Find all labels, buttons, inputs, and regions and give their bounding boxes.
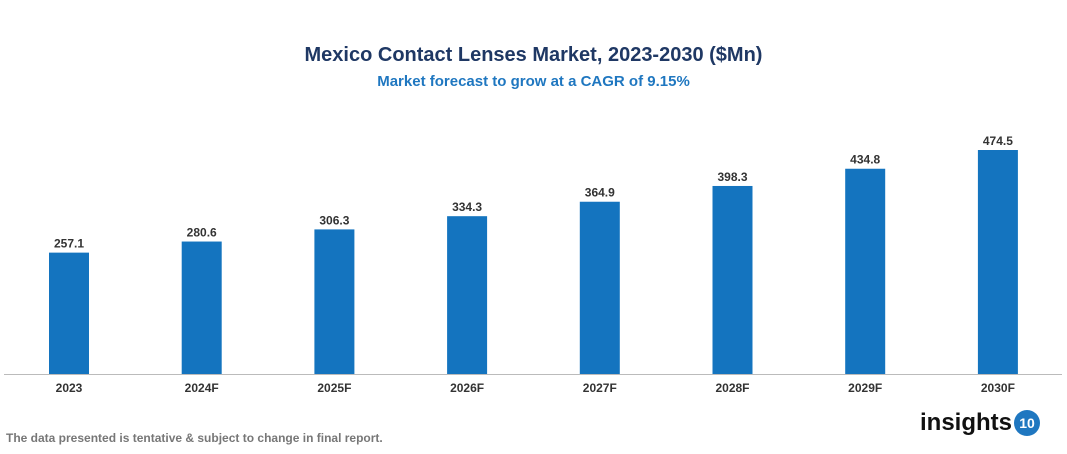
data-label: 474.5 [983, 134, 1013, 148]
disclaimer: The data presented is tentative & subjec… [6, 431, 383, 445]
x-tick-label: 2027F [583, 381, 617, 395]
bar-2028F [712, 185, 753, 374]
x-tick-label: 2023 [56, 381, 83, 395]
bar-2027F [579, 201, 620, 374]
x-tick-label: 2024F [185, 381, 219, 395]
data-label: 257.1 [54, 237, 84, 251]
bar-2025F [314, 229, 355, 374]
data-label: 434.8 [850, 153, 880, 167]
x-tick-label: 2025F [317, 381, 351, 395]
chart-subtitle: Market forecast to grow at a CAGR of 9.1… [377, 73, 690, 90]
bar-2029F [845, 168, 886, 374]
logo-badge: 10 [1014, 410, 1041, 436]
x-tick-label: 2030F [981, 381, 1015, 395]
insights10-logo: insights 10 [920, 409, 1041, 437]
x-tick-label: 2028F [715, 381, 749, 395]
data-label: 334.3 [452, 200, 482, 214]
logo-text: insights [920, 409, 1013, 436]
bar-2030F [977, 150, 1018, 374]
data-label: 364.9 [585, 186, 615, 200]
bar-2024F [181, 241, 222, 374]
data-label: 306.3 [319, 213, 349, 227]
data-label: 280.6 [187, 226, 217, 240]
chart-title: Mexico Contact Lenses Market, 2023-2030 … [304, 44, 763, 66]
bar-2026F [447, 216, 488, 374]
data-label: 398.3 [717, 170, 747, 184]
bar-2023 [49, 252, 89, 374]
x-tick-label: 2029F [848, 381, 882, 395]
x-tick-label: 2026F [450, 381, 484, 395]
